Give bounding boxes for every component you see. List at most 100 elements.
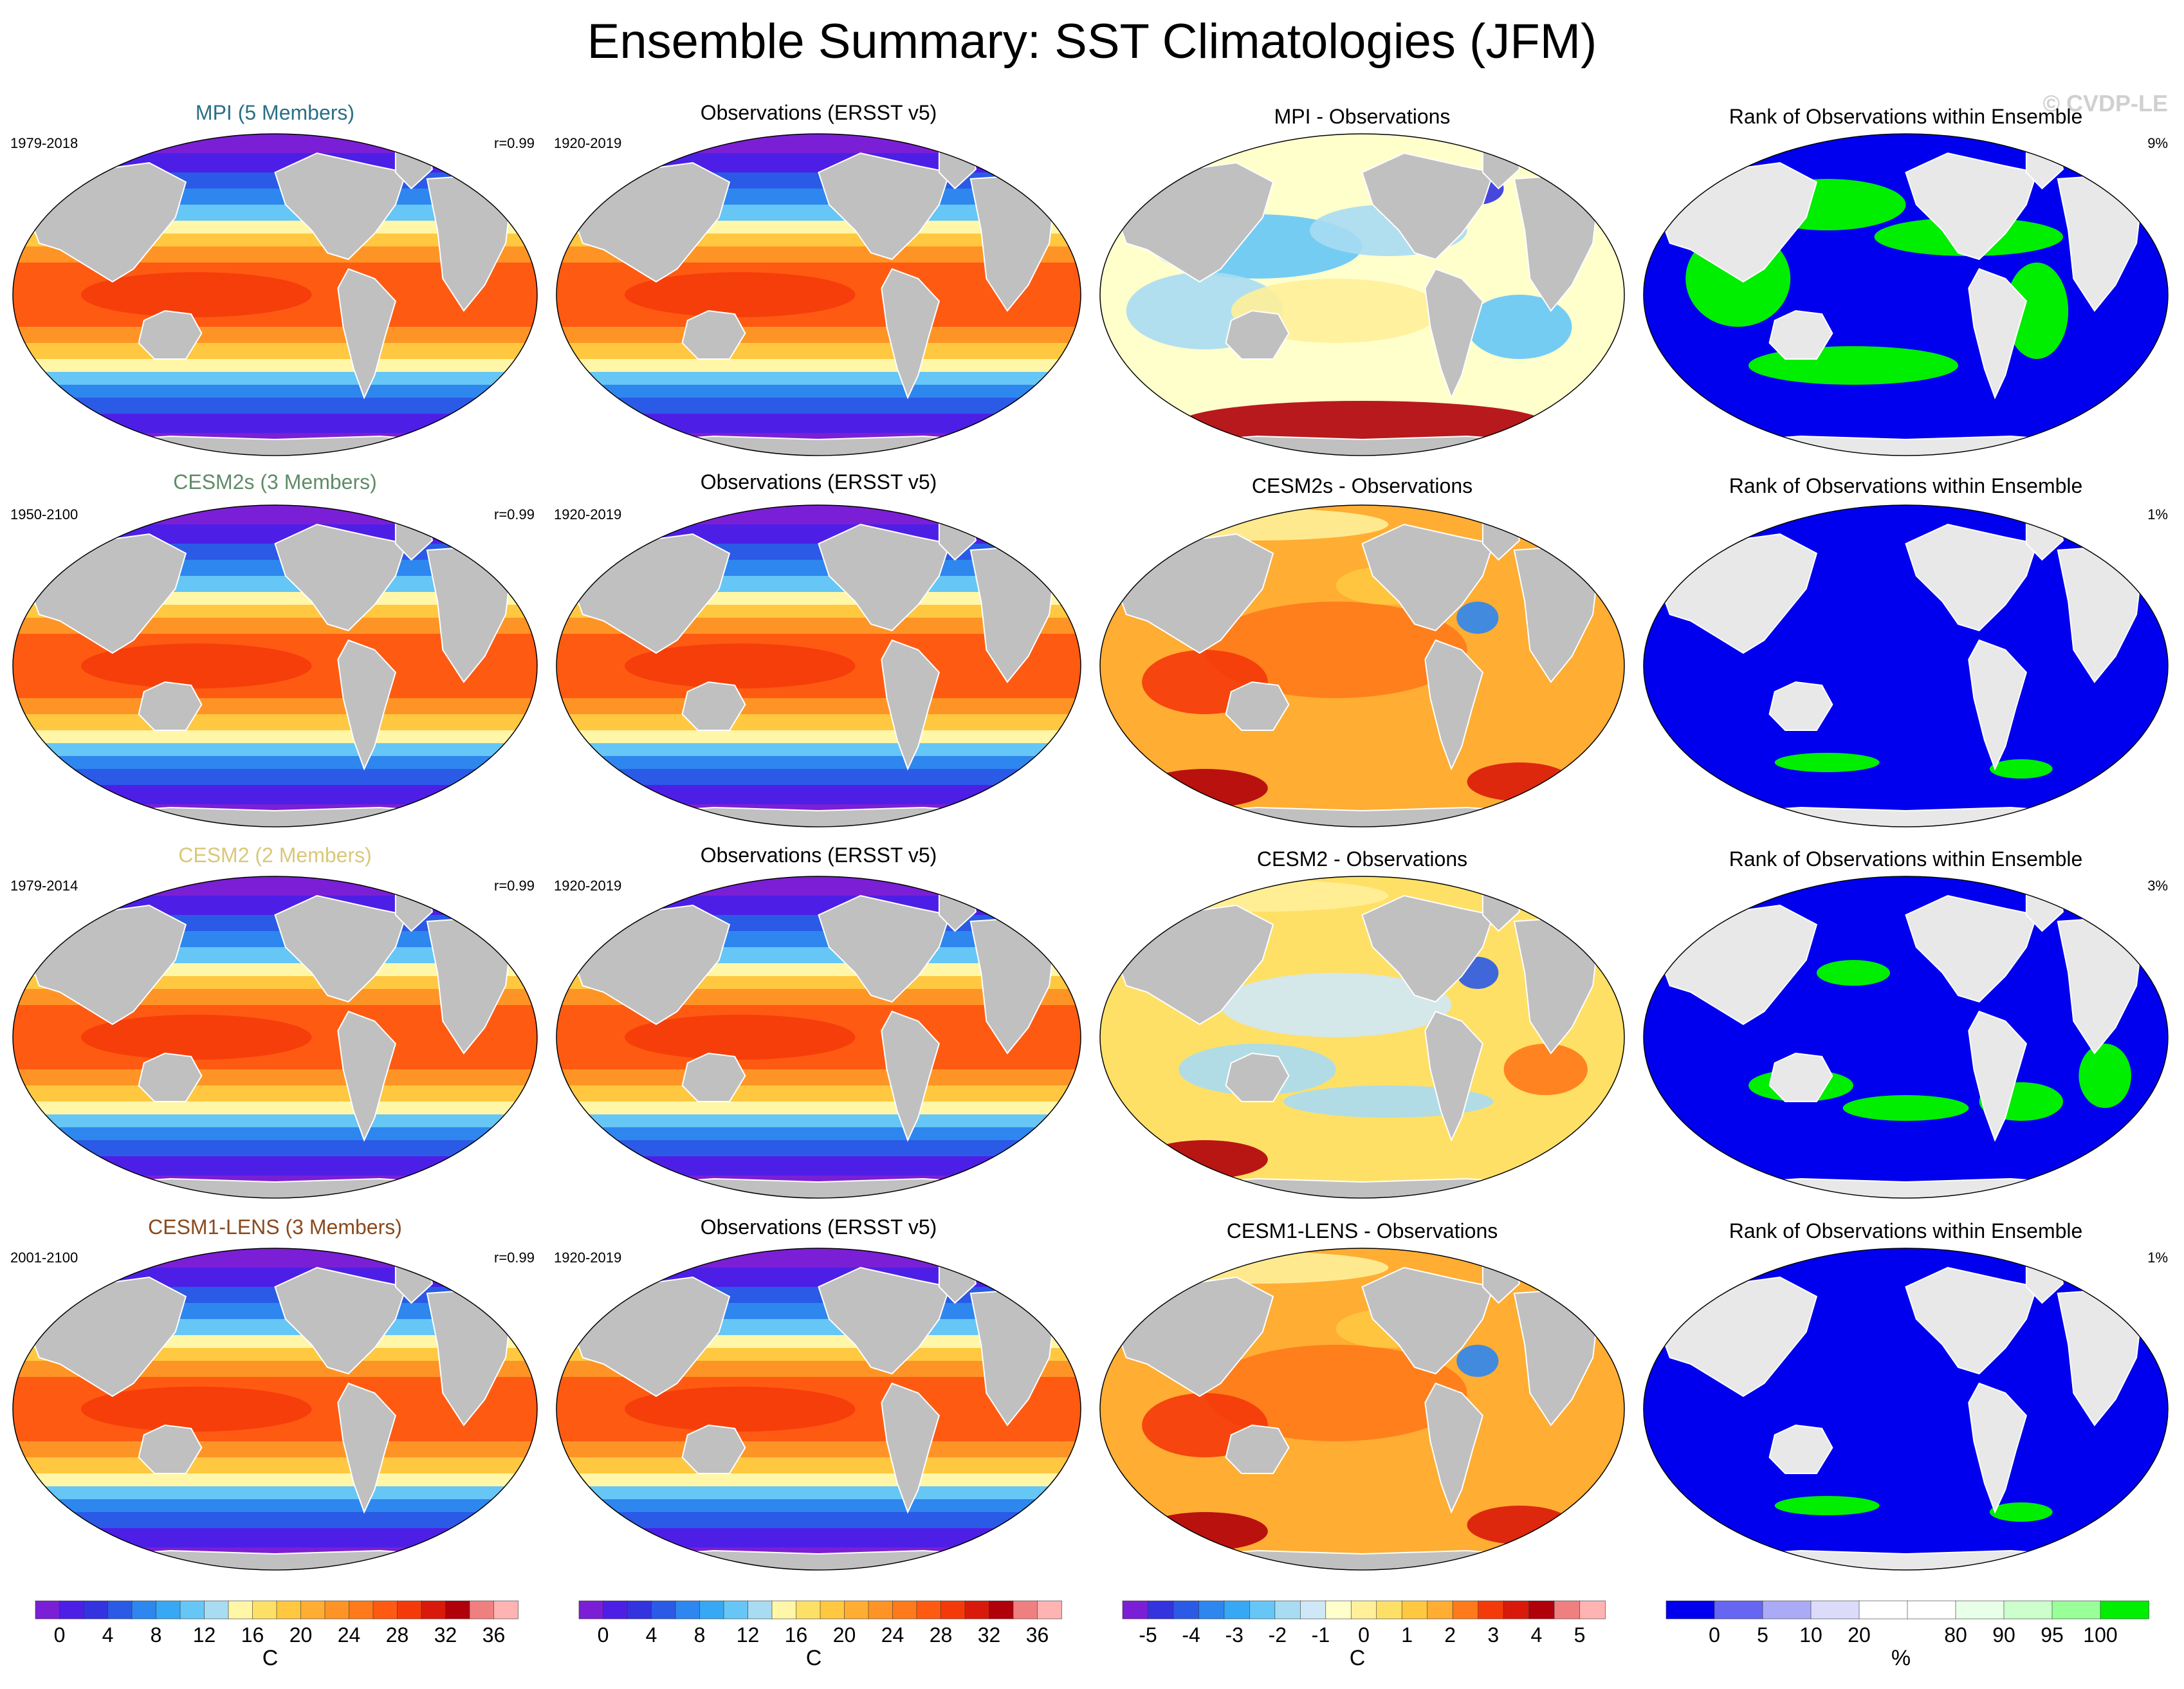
colorbar-tick-label: 1 — [1401, 1623, 1413, 1647]
colorbar-swatch — [421, 1600, 446, 1620]
colorbar-tick-label: 0 — [1358, 1623, 1370, 1647]
colorbar-swatch — [651, 1600, 676, 1620]
colorbar-swatch — [699, 1600, 724, 1620]
obs-title-row3: Observations (ERSST v5) — [701, 844, 937, 867]
colorbar-tick-label: 20 — [833, 1623, 856, 1647]
colorbar-tick-label: 3 — [1487, 1623, 1499, 1647]
colorbar-tick-label: 2 — [1444, 1623, 1456, 1647]
colorbar-tick-label: 100 — [2083, 1623, 2117, 1647]
map-panel-row1-obs — [556, 133, 1081, 456]
model-years-row4: 2001-2100 — [10, 1250, 78, 1266]
colorbar-swatch — [1666, 1600, 1715, 1620]
colorbar-swatch — [300, 1600, 326, 1620]
colorbar-tick-label: 0 — [1709, 1623, 1720, 1647]
colorbar-swatch — [397, 1600, 422, 1620]
colorbar-tick-label: 20 — [1848, 1623, 1871, 1647]
colorbar-unit: C — [262, 1646, 279, 1670]
colorbar-swatch — [349, 1600, 374, 1620]
rank-title-row2: Rank of Observations within Ensemble — [1729, 474, 2083, 497]
colorbar-swatch — [675, 1600, 701, 1620]
colorbar-swatch — [1528, 1600, 1555, 1620]
colorbar-tick-label: 8 — [151, 1623, 162, 1647]
colorbar-swatch — [1401, 1600, 1428, 1620]
colorbar-swatch — [1325, 1600, 1352, 1620]
colorbar-swatch — [627, 1600, 652, 1620]
colorbar-swatch — [1554, 1600, 1581, 1620]
pattern-corr-row3: r=0.99 — [494, 878, 535, 894]
colorbar-swatch — [1274, 1600, 1301, 1620]
colorbar-swatch — [1503, 1600, 1530, 1620]
colorbar-swatch — [578, 1600, 604, 1620]
colorbar-swatch — [2100, 1600, 2149, 1620]
colorbar-swatch — [372, 1600, 398, 1620]
model-years-row1: 1979-2018 — [10, 135, 78, 151]
colorbar-tick-label: -5 — [1139, 1623, 1157, 1647]
map-panel-row2-rank — [1643, 504, 2169, 827]
map-panel-row3-rank — [1643, 876, 2169, 1199]
colorbar-tick-label: 32 — [434, 1623, 457, 1647]
colorbar-tick-label: 36 — [482, 1623, 506, 1647]
colorbar-swatch — [204, 1600, 229, 1620]
colorbar-tick-label: 24 — [881, 1623, 904, 1647]
colorbar-tick-label: -4 — [1182, 1623, 1200, 1647]
colorbar-swatch — [1350, 1600, 1377, 1620]
colorbar-unit: % — [1891, 1646, 1911, 1670]
diff-title-row2: CESM2s - Observations — [1252, 474, 1473, 497]
map-panel-row3-obs — [556, 876, 1081, 1199]
colorbar-tick-label: -3 — [1225, 1623, 1243, 1647]
diff-title-row3: CESM2 - Observations — [1257, 847, 1467, 871]
colorbar-tick-label: 5 — [1757, 1623, 1768, 1647]
model-years-row2: 1950-2100 — [10, 506, 78, 522]
model-title-row4: CESM1-LENS (3 Members) — [148, 1215, 402, 1239]
colorbar-swatch — [1579, 1600, 1606, 1620]
obs-years-row1: 1920-2019 — [554, 135, 621, 151]
obs-years-row4: 1920-2019 — [554, 1250, 621, 1266]
pattern-corr-row1: r=0.99 — [494, 135, 535, 151]
colorbar-swatch — [989, 1600, 1014, 1620]
colorbar-swatch — [276, 1600, 302, 1620]
obs-years-row2: 1920-2019 — [554, 506, 621, 522]
colorbar-swatch — [252, 1600, 277, 1620]
colorbar-tick-label: 80 — [1944, 1623, 1967, 1647]
colorbar-swatch — [820, 1600, 845, 1620]
colorbar-tick-label: 28 — [930, 1623, 953, 1647]
colorbar-tick-label: 12 — [193, 1623, 216, 1647]
pattern-corr-row2: r=0.99 — [494, 506, 535, 522]
colorbar-swatch — [179, 1600, 205, 1620]
colorbar-swatch — [324, 1600, 350, 1620]
model-title-row2: CESM2s (3 Members) — [173, 470, 377, 494]
colorbar-sst: 0 4 8 12 16 20 24 28 32 36 C — [35, 1600, 518, 1670]
model-title-row1: MPI (5 Members) — [196, 101, 354, 124]
colorbar-tick-label: 5 — [1574, 1623, 1586, 1647]
colorbar-tick-label: -2 — [1269, 1623, 1287, 1647]
map-panel-row2-obs — [556, 504, 1081, 827]
colorbar-tick-label: 16 — [785, 1623, 808, 1647]
pattern-corr-row4: r=0.99 — [494, 1250, 535, 1266]
colorbar-diff: -5 -4 -3 -2 -1 0 1 2 3 4 5 C — [1122, 1600, 1606, 1670]
colorbar-swatch — [1907, 1600, 1956, 1620]
colorbar-tick-label: 4 — [102, 1623, 114, 1647]
colorbar-swatch — [796, 1600, 821, 1620]
colorbar-swatch — [941, 1600, 966, 1620]
colorbar-swatch — [1478, 1600, 1504, 1620]
colorbar-swatch — [1810, 1600, 1860, 1620]
page-title: Ensemble Summary: SST Climatologies (JFM… — [587, 14, 1597, 69]
rank-percent-row3: 3% — [2147, 878, 2168, 894]
map-panel-row4-rank — [1643, 1248, 2169, 1571]
colorbar-tick-label: 95 — [2041, 1623, 2064, 1647]
map-panel-row1-diff — [1099, 133, 1625, 456]
colorbar-tick-label: 28 — [386, 1623, 409, 1647]
colorbar-swatch — [83, 1600, 109, 1620]
colorbar-swatch — [1249, 1600, 1276, 1620]
colorbar-tick-label: 0 — [54, 1623, 66, 1647]
colorbar-unit: C — [806, 1646, 822, 1670]
rank-title-row4: Rank of Observations within Ensemble — [1729, 1219, 2083, 1242]
obs-title-row2: Observations (ERSST v5) — [701, 470, 937, 494]
colorbar-swatch — [723, 1600, 749, 1620]
map-panel-row1-rank — [1643, 133, 2169, 456]
colorbar-swatch — [445, 1600, 470, 1620]
colorbar-unit: C — [1350, 1646, 1366, 1670]
map-panel-row2-diff — [1099, 504, 1625, 827]
colorbar-sst_obs: 0 4 8 12 16 20 24 28 32 36 C — [578, 1600, 1062, 1670]
colorbar-swatch — [493, 1600, 518, 1620]
